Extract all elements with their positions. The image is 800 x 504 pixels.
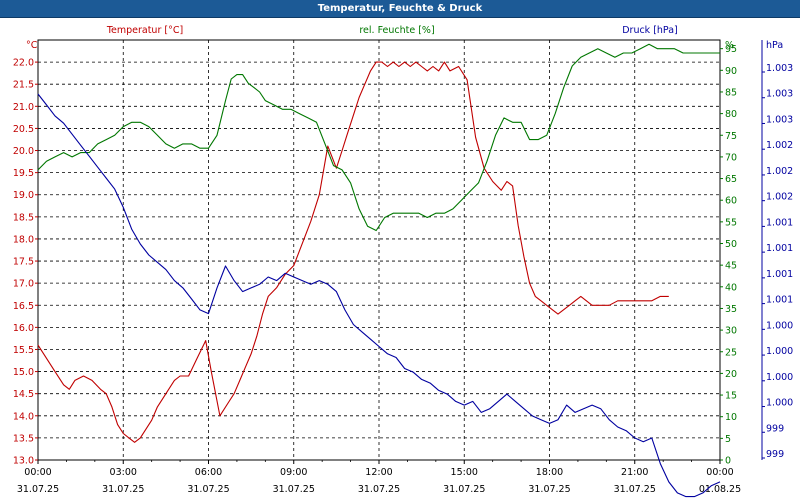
pressure-tick-label: 1.001 (766, 295, 793, 306)
x-tick-date-label: 31.07.25 (187, 484, 229, 495)
axis-headers: °C Temperatur [°C] rel. Feuchte [%]% Druck … (26, 25, 783, 51)
pressure-tick-label: 999 (766, 423, 784, 434)
temperature-tick-label: 13.5 (13, 433, 34, 444)
humidity-unit-label: % (725, 40, 734, 51)
temperature-unit-label: °C (26, 40, 38, 51)
pressure-tick-label: 1.000 (766, 398, 793, 409)
humidity-axis: 0 5 10 15 20 25 30 35 40 45 50 55 60 65 70 75 80 85 90 95 (720, 44, 737, 467)
temperature-tick-label: 17.5 (13, 257, 34, 268)
pressure-axis: 999 999 1.000 1.000 1.000 1.000 1.001 1.001 1.00… (761, 40, 793, 460)
x-tick-date-label: 01.08.25 (699, 484, 741, 495)
pressure-series-line (37, 93, 721, 498)
humidity-tick-label: 5 (725, 434, 731, 445)
x-axis: 00:00 31.07.25 03:00 31.07.25 06:00 31.07.25 0… (17, 460, 741, 495)
pressure-tick-label: 1.001 (766, 217, 793, 228)
humidity-tick-label: 50 (725, 239, 737, 250)
temperature-tick-label: 20.5 (13, 124, 34, 135)
humidity-tick-label: 30 (725, 326, 737, 337)
humidity-tick-label: 25 (725, 347, 737, 358)
temperature-axis: 13.0 13.5 14.0 14.5 15.0 15.5 16.0 16.5 17.0 17.5… (13, 58, 38, 467)
pressure-tick-label: 1.000 (766, 320, 793, 331)
humidity-tick-label: 90 (725, 66, 737, 77)
temperature-tick-label: 15.5 (13, 345, 34, 356)
x-tick-date-label: 31.07.25 (614, 484, 656, 495)
x-tick-time-label: 18:00 (536, 467, 563, 478)
temperature-tick-label: 16.0 (13, 323, 34, 334)
temperature-tick-label: 14.5 (13, 389, 34, 400)
x-tick-time-label: 06:00 (195, 467, 222, 478)
temperature-tick-label: 18.5 (13, 212, 34, 223)
humidity-tick-label: 55 (725, 217, 737, 228)
temperature-tick-label: 19.0 (13, 190, 34, 201)
temperature-tick-label: 19.5 (13, 168, 34, 179)
temperature-tick-label: 17.0 (13, 279, 34, 290)
humidity-tick-label: 85 (725, 87, 737, 98)
x-tick-date-label: 31.07.25 (17, 484, 59, 495)
humidity-tick-label: 80 (725, 109, 737, 120)
humidity-tick-label: 70 (725, 152, 737, 163)
pressure-unit-label: hPa (766, 40, 783, 51)
x-tick-time-label: 00:00 (24, 467, 51, 478)
humidity-tick-label: 15 (725, 391, 737, 402)
temperature-tick-label: 14.0 (13, 411, 34, 422)
x-tick-date-label: 31.07.25 (443, 484, 485, 495)
grid (37, 39, 721, 461)
humidity-tick-label: 0 (725, 456, 731, 467)
humidity-tick-label: 20 (725, 369, 737, 380)
x-tick-date-label: 31.07.25 (528, 484, 570, 495)
pressure-tick-label: 1.002 (766, 140, 793, 151)
temperature-tick-label: 21.0 (13, 102, 34, 113)
x-tick-time-label: 03:00 (110, 467, 137, 478)
humidity-header: rel. Feuchte [%] (359, 25, 434, 36)
humidity-tick-label: 45 (725, 261, 737, 272)
temperature-header: Temperatur [°C] (106, 25, 183, 36)
temperature-tick-label: 20.0 (13, 146, 34, 157)
humidity-tick-label: 65 (725, 174, 737, 185)
x-tick-time-label: 12:00 (365, 467, 392, 478)
chart-area: 13.0 13.5 14.0 14.5 15.0 15.5 16.0 16.5 17.0 17.5… (0, 18, 800, 500)
pressure-tick-label: 1.000 (766, 372, 793, 383)
pressure-header: Druck [hPa] (622, 25, 678, 36)
pressure-tick-label: 1.001 (766, 243, 793, 254)
chart-title: Temperatur, Feuchte & Druck (0, 0, 800, 18)
humidity-tick-label: 60 (725, 196, 737, 207)
series-lines (37, 43, 721, 498)
pressure-tick-label: 1.001 (766, 269, 793, 280)
x-tick-time-label: 00:00 (706, 467, 733, 478)
humidity-tick-label: 40 (725, 282, 737, 293)
temperature-tick-label: 18.0 (13, 234, 34, 245)
temperature-tick-label: 22.0 (13, 58, 34, 69)
temperature-tick-label: 15.0 (13, 367, 34, 378)
x-tick-time-label: 09:00 (280, 467, 307, 478)
x-tick-date-label: 31.07.25 (102, 484, 144, 495)
humidity-tick-label: 95 (725, 44, 737, 55)
temperature-series-line (37, 61, 669, 443)
x-tick-date-label: 31.07.25 (358, 484, 400, 495)
humidity-series-line (37, 43, 720, 232)
humidity-tick-label: 35 (725, 304, 737, 315)
line-chart: 13.0 13.5 14.0 14.5 15.0 15.5 16.0 16.5 17.0 17.5… (13, 25, 793, 498)
temperature-tick-label: 16.5 (13, 301, 34, 312)
pressure-tick-label: 1.003 (766, 89, 793, 100)
pressure-tick-label: 999 (766, 449, 784, 460)
pressure-tick-label: 1.002 (766, 166, 793, 177)
x-tick-time-label: 21:00 (621, 467, 648, 478)
humidity-tick-label: 10 (725, 412, 737, 423)
pressure-tick-label: 1.003 (766, 63, 793, 74)
pressure-tick-label: 1.003 (766, 114, 793, 125)
temperature-tick-label: 21.5 (13, 80, 34, 91)
pressure-tick-label: 1.002 (766, 192, 793, 203)
x-tick-date-label: 31.07.25 (273, 484, 315, 495)
temperature-tick-label: 13.0 (13, 456, 34, 467)
humidity-tick-label: 75 (725, 131, 737, 142)
x-tick-time-label: 15:00 (451, 467, 478, 478)
pressure-tick-label: 1.000 (766, 346, 793, 357)
